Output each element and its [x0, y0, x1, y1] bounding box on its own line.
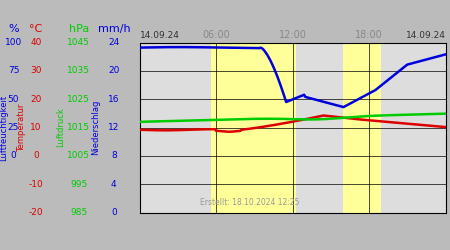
Text: 18:00: 18:00: [355, 30, 383, 40]
Text: 1015: 1015: [67, 123, 90, 132]
Text: hPa: hPa: [68, 24, 89, 34]
Text: Luftfeuchtigkeit: Luftfeuchtigkeit: [0, 94, 8, 160]
Text: 985: 985: [70, 208, 87, 217]
Text: 75: 75: [8, 66, 19, 75]
Text: 24: 24: [108, 38, 120, 47]
Text: Niederschlag: Niederschlag: [91, 100, 100, 155]
Text: 16: 16: [108, 95, 120, 104]
Text: 1045: 1045: [68, 38, 90, 47]
Text: 25: 25: [8, 123, 19, 132]
Text: 40: 40: [30, 38, 42, 47]
Text: 20: 20: [108, 66, 120, 75]
Text: 4: 4: [111, 180, 117, 189]
Text: 10: 10: [30, 123, 42, 132]
Text: 8: 8: [111, 151, 117, 160]
Text: °C: °C: [29, 24, 43, 34]
Text: 12:00: 12:00: [279, 30, 306, 40]
Text: Luftdruck: Luftdruck: [56, 108, 65, 147]
Text: -20: -20: [29, 208, 43, 217]
Text: 06:00: 06:00: [202, 30, 230, 40]
Text: 1005: 1005: [67, 151, 90, 160]
Text: 100: 100: [5, 38, 22, 47]
Text: 14.09.24: 14.09.24: [405, 31, 446, 40]
Text: mm/h: mm/h: [98, 24, 130, 34]
Text: %: %: [8, 24, 19, 34]
Text: 12: 12: [108, 123, 120, 132]
Text: 50: 50: [8, 95, 19, 104]
Text: 1035: 1035: [67, 66, 90, 75]
Text: -10: -10: [29, 180, 43, 189]
Text: 0: 0: [33, 151, 39, 160]
Text: 995: 995: [70, 180, 87, 189]
Text: 0: 0: [11, 151, 16, 160]
Text: 1025: 1025: [68, 95, 90, 104]
Text: Temperatur: Temperatur: [17, 103, 26, 152]
Text: 14.09.24: 14.09.24: [140, 31, 180, 40]
Text: 20: 20: [30, 95, 42, 104]
Text: 30: 30: [30, 66, 42, 75]
Bar: [343, 42, 381, 212]
Text: 0: 0: [111, 208, 117, 217]
Bar: [212, 42, 296, 212]
Text: Erstellt: 18.10.2024 12:25: Erstellt: 18.10.2024 12:25: [200, 198, 299, 207]
